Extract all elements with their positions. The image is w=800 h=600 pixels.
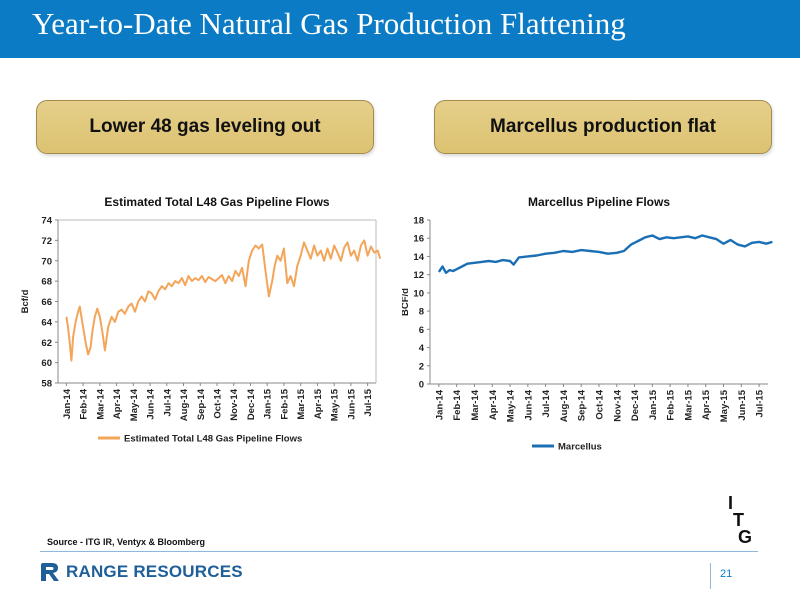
y-tick-label: 62 bbox=[41, 338, 52, 349]
page-number-divider bbox=[710, 563, 711, 589]
y-tick-label: 68 bbox=[41, 277, 52, 288]
x-tick-label: Apr-15 bbox=[313, 388, 324, 419]
l48-chart: Estimated Total L48 Gas Pipeline Flows 58… bbox=[20, 195, 382, 445]
x-tick-label: Jan-14 bbox=[434, 389, 445, 420]
x-tick-label: Oct-14 bbox=[595, 389, 606, 419]
x-tick-label: Jan-15 bbox=[648, 389, 659, 420]
x-tick-label: Aug-14 bbox=[559, 389, 570, 422]
y-tick-label: 60 bbox=[41, 358, 52, 369]
title-bar: Year-to-Date Natural Gas Production Flat… bbox=[0, 0, 800, 58]
range-resources-mark-icon bbox=[40, 562, 62, 582]
x-tick-label: Jun-15 bbox=[346, 388, 357, 419]
itg-logo-letter: G bbox=[738, 527, 753, 547]
y-tick-label: 58 bbox=[41, 379, 52, 390]
x-tick-label: Jun-15 bbox=[737, 389, 748, 420]
y-tick-label: 66 bbox=[41, 297, 52, 308]
y-tick-label: 70 bbox=[41, 256, 52, 267]
x-tick-label: Apr-14 bbox=[112, 388, 123, 419]
x-tick-label: May-14 bbox=[506, 389, 517, 422]
banner-lower-48: Lower 48 gas leveling out bbox=[36, 100, 374, 154]
y-tick-label: 4 bbox=[419, 343, 425, 354]
chart-title: Marcellus Pipeline Flows bbox=[528, 195, 670, 209]
page-number: 21 bbox=[720, 568, 733, 580]
x-tick-label: Dec-14 bbox=[630, 389, 641, 421]
x-tick-label: Mar-15 bbox=[683, 389, 694, 420]
legend-label: Marcellus bbox=[558, 442, 602, 451]
y-tick-label: 6 bbox=[419, 325, 424, 336]
footer-divider bbox=[40, 551, 758, 552]
x-tick-label: Nov-14 bbox=[612, 389, 623, 421]
series-line bbox=[65, 239, 382, 362]
x-tick-label: Jul-15 bbox=[363, 388, 374, 416]
x-tick-label: Apr-14 bbox=[488, 389, 499, 420]
y-tick-label: 64 bbox=[41, 317, 52, 328]
chart-title: Estimated Total L48 Gas Pipeline Flows bbox=[104, 195, 329, 209]
y-axis-label: Bcf/d bbox=[20, 289, 31, 313]
x-tick-label: Dec-14 bbox=[246, 388, 257, 420]
source-note: Source - ITG IR, Ventyx & Bloomberg bbox=[47, 537, 206, 547]
x-tick-label: Mar-14 bbox=[470, 389, 481, 420]
x-tick-label: Oct-14 bbox=[213, 388, 224, 418]
x-tick-label: May-15 bbox=[719, 389, 730, 422]
x-tick-label: Jul-15 bbox=[755, 389, 766, 417]
marcellus-chart: Marcellus Pipeline Flows 0 2 4 6 8 10 12 14 16 18 B… bbox=[402, 195, 773, 451]
x-tick-label: Apr-15 bbox=[701, 389, 712, 420]
itg-logo-letter: T bbox=[733, 510, 744, 530]
x-tick-label: Jul-14 bbox=[541, 389, 552, 417]
x-tick-label: Mar-14 bbox=[95, 388, 106, 419]
banner-marcellus: Marcellus production flat bbox=[434, 100, 772, 154]
y-tick-label: 74 bbox=[41, 216, 52, 227]
y-axis-label: BCF/d bbox=[402, 288, 411, 316]
legend-label: Estimated Total L48 Gas Pipeline Flows bbox=[124, 434, 302, 445]
x-tick-label: Feb-14 bbox=[79, 388, 90, 419]
y-tick-label: 2 bbox=[419, 361, 424, 372]
y-tick-label: 0 bbox=[419, 380, 424, 391]
y-tick-label: 16 bbox=[413, 234, 424, 245]
y-tick-label: 72 bbox=[41, 236, 52, 247]
x-tick-label: Feb-15 bbox=[666, 389, 677, 420]
x-tick-label: Feb-14 bbox=[452, 389, 463, 420]
company-logo: RANGE RESOURCES bbox=[40, 562, 243, 582]
x-tick-label: May-15 bbox=[330, 388, 341, 421]
x-tick-label: Jul-14 bbox=[162, 388, 173, 416]
page-title: Year-to-Date Natural Gas Production Flat… bbox=[32, 6, 626, 41]
x-tick-label: Sep-14 bbox=[577, 389, 588, 421]
x-tick-label: Jun-14 bbox=[146, 388, 157, 419]
x-tick-label: Jun-14 bbox=[523, 389, 534, 420]
y-tick-label: 18 bbox=[413, 216, 424, 227]
x-tick-label: Jan-15 bbox=[263, 388, 274, 419]
series-line bbox=[437, 234, 773, 275]
x-tick-label: Nov-14 bbox=[229, 388, 240, 420]
x-tick-label: Mar-15 bbox=[296, 388, 307, 419]
company-name: RANGE RESOURCES bbox=[66, 562, 243, 581]
y-tick-label: 10 bbox=[413, 288, 424, 299]
x-tick-label: Aug-14 bbox=[179, 388, 190, 421]
x-tick-label: Feb-15 bbox=[279, 388, 290, 419]
itg-logo-letter: I bbox=[728, 493, 734, 513]
x-tick-label: Jan-14 bbox=[62, 388, 73, 419]
x-tick-label: Sep-14 bbox=[196, 388, 207, 420]
y-tick-label: 12 bbox=[413, 270, 424, 281]
x-tick-label: May-14 bbox=[129, 388, 140, 421]
y-tick-label: 14 bbox=[413, 252, 424, 263]
y-tick-label: 8 bbox=[419, 307, 424, 318]
